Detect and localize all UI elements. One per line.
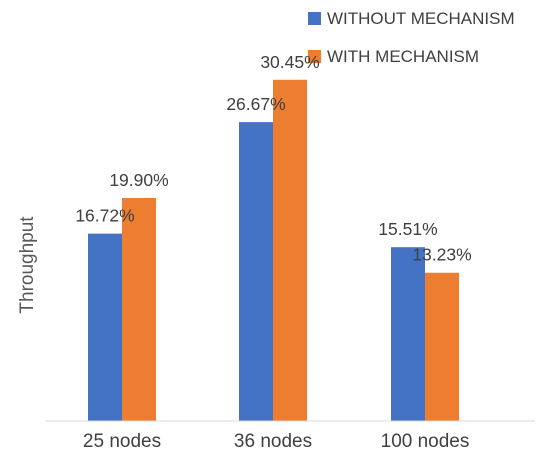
bar-without-mechanism-3: [391, 247, 425, 421]
legend-swatch-2: [308, 50, 321, 63]
bar-without-mechanism-2: [239, 122, 273, 422]
y-axis-title: Throughput: [17, 216, 38, 314]
x-tick-label-2: 36 nodes: [234, 431, 312, 452]
data-label-with-2: 30.45%: [260, 52, 319, 72]
x-ticks: 25 nodes 36 nodes 100 nodes: [83, 431, 469, 452]
data-label-without-3: 15.51%: [378, 219, 437, 239]
bar-with-mechanism-2: [273, 79, 307, 421]
data-label-with-3: 13.23%: [412, 245, 471, 265]
data-label-without-1: 16.72%: [75, 206, 134, 226]
x-tick-label-1: 25 nodes: [83, 431, 161, 452]
data-label-with-1: 19.90%: [109, 170, 168, 190]
data-label-without-2: 26.67%: [226, 94, 285, 114]
bar-with-mechanism-3: [425, 272, 459, 421]
legend-label-2: WITH MECHANISM: [327, 47, 479, 66]
legend-label-1: WITHOUT MECHANISM: [327, 9, 515, 28]
bars: [88, 79, 459, 422]
data-labels: 16.72% 19.90% 26.67% 30.45% 15.51% 13.23%: [75, 52, 471, 265]
bar-without-mechanism-1: [88, 233, 122, 421]
legend-swatch-1: [308, 12, 321, 25]
legend: WITHOUT MECHANISM WITH MECHANISM: [308, 9, 515, 66]
x-tick-label-3: 100 nodes: [381, 431, 470, 452]
bar-with-mechanism-1: [122, 198, 156, 421]
